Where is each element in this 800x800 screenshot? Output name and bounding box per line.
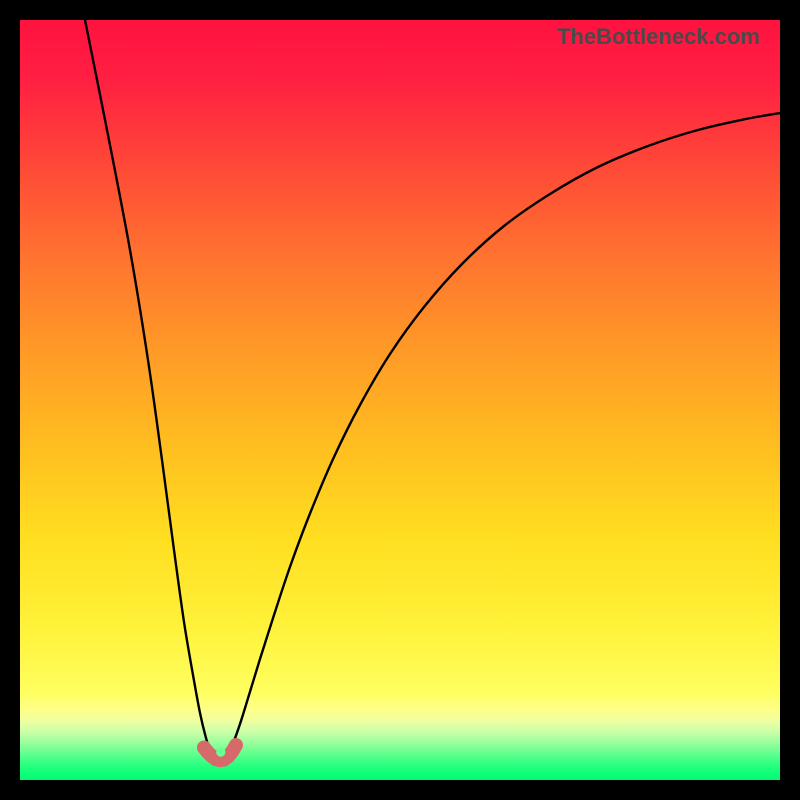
chart-frame: TheBottleneck.com xyxy=(0,0,800,800)
valley-cap xyxy=(197,738,243,767)
bottleneck-curve xyxy=(85,20,780,761)
watermark-text: TheBottleneck.com xyxy=(557,24,760,50)
curve-layer xyxy=(20,20,780,780)
